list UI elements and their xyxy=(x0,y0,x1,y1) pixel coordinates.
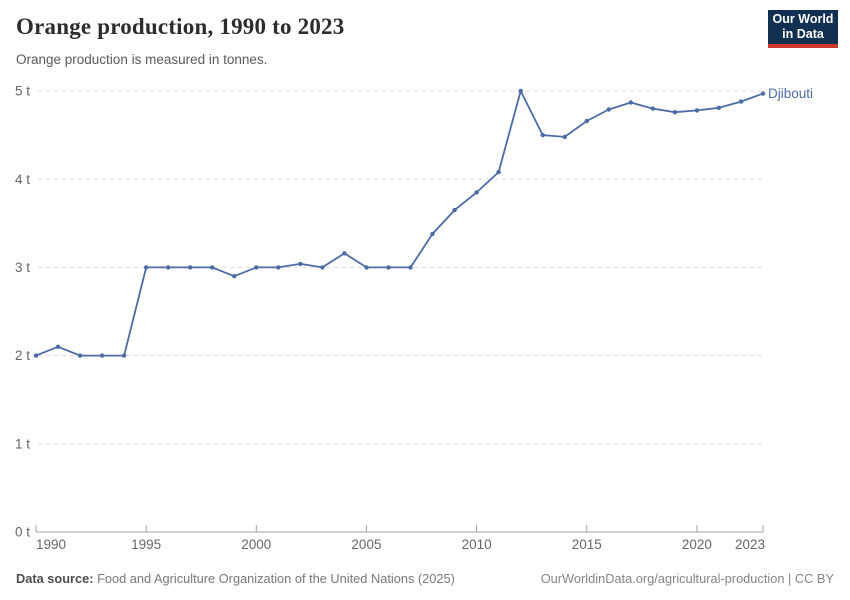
data-point[interactable] xyxy=(121,353,127,358)
y-tick-label: 3 t xyxy=(15,260,30,275)
y-tick-label: 2 t xyxy=(15,348,30,363)
x-tick-label: 2023 xyxy=(735,537,765,552)
data-point[interactable] xyxy=(166,265,171,270)
chart-subtitle: Orange production is measured in tonnes. xyxy=(16,52,268,67)
data-point[interactable] xyxy=(628,100,633,105)
owid-logo-line2: in Data xyxy=(782,27,824,41)
data-point[interactable] xyxy=(386,265,391,270)
y-tick-label: 1 t xyxy=(15,436,30,451)
data-point[interactable] xyxy=(188,265,193,270)
data-point[interactable] xyxy=(77,353,83,358)
data-point[interactable] xyxy=(232,274,237,279)
data-point[interactable] xyxy=(518,88,523,94)
data-point[interactable] xyxy=(760,91,766,96)
data-point[interactable] xyxy=(55,344,61,349)
data-point[interactable] xyxy=(452,207,457,213)
data-point[interactable] xyxy=(364,265,369,270)
data-source-text: Food and Agriculture Organization of the… xyxy=(93,571,455,586)
owid-logo-line1: Our World xyxy=(772,12,834,26)
data-point[interactable] xyxy=(716,105,722,111)
data-point[interactable] xyxy=(496,169,501,175)
y-tick-label: 5 t xyxy=(15,84,30,99)
chart-footer: Data source: Food and Agriculture Organi… xyxy=(16,571,834,586)
data-point[interactable] xyxy=(540,132,545,138)
data-source: Data source: Food and Agriculture Organi… xyxy=(16,571,455,586)
x-tick-label: 2010 xyxy=(462,537,492,552)
data-point[interactable] xyxy=(430,231,435,237)
y-tick-label: 4 t xyxy=(15,172,30,187)
data-point[interactable] xyxy=(694,108,700,113)
page-title: Orange production, 1990 to 2023 xyxy=(16,14,345,39)
entity-label[interactable]: Djibouti xyxy=(768,86,813,101)
series-line-djibouti[interactable] xyxy=(35,90,764,357)
y-tick-label: 0 t xyxy=(15,525,30,540)
owid-logo[interactable]: Our World in Data xyxy=(768,10,838,48)
data-point[interactable] xyxy=(99,353,105,358)
x-tick-label: 2000 xyxy=(241,537,271,552)
data-point[interactable] xyxy=(33,353,39,358)
data-point[interactable] xyxy=(210,265,215,270)
x-tick-label: 2020 xyxy=(682,537,712,552)
data-point[interactable] xyxy=(562,134,567,140)
data-point[interactable] xyxy=(320,265,325,270)
data-point[interactable] xyxy=(254,265,259,270)
data-point[interactable] xyxy=(650,106,655,111)
x-tick-label: 1995 xyxy=(131,537,161,552)
data-point[interactable] xyxy=(672,110,678,115)
x-tick-label: 2015 xyxy=(572,537,602,552)
x-tick-label: 2005 xyxy=(351,537,381,552)
data-point[interactable] xyxy=(342,251,347,256)
data-point[interactable] xyxy=(144,265,149,270)
data-point[interactable] xyxy=(298,261,303,267)
data-point[interactable] xyxy=(276,265,281,270)
data-point[interactable] xyxy=(584,118,589,124)
data-point[interactable] xyxy=(474,190,479,195)
data-point[interactable] xyxy=(738,99,744,104)
x-tick-label: 1990 xyxy=(36,537,66,552)
data-point[interactable] xyxy=(408,265,413,270)
data-point[interactable] xyxy=(606,107,611,112)
footer-link[interactable]: OurWorldinData.org/agricultural-producti… xyxy=(540,571,834,586)
data-source-label: Data source: xyxy=(16,571,94,586)
